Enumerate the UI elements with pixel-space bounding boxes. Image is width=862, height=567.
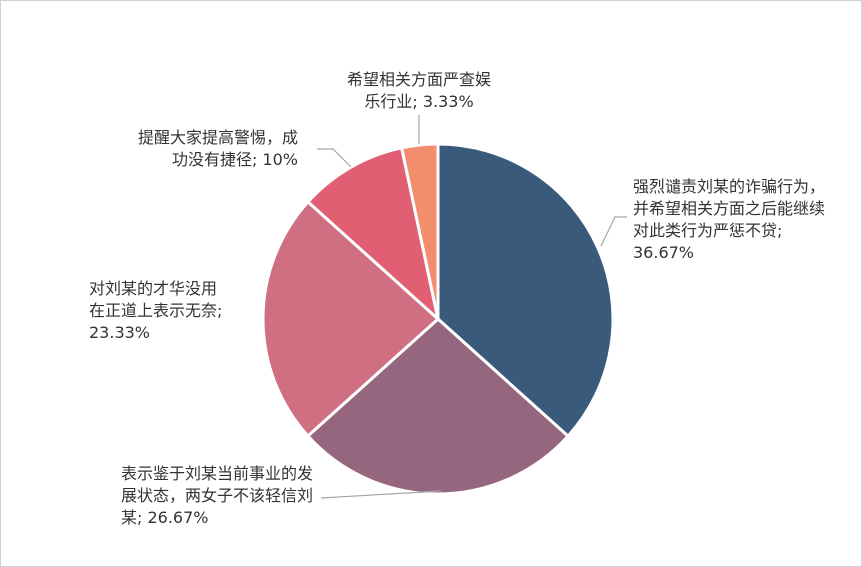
pie-slice — [436, 142, 615, 439]
pie-slice — [261, 199, 441, 439]
pie-slice — [399, 142, 440, 320]
leader-line — [600, 216, 627, 247]
leader-line — [320, 490, 442, 499]
data-label: 提醒大家提高警惕，成功没有捷径; 10% — [137, 128, 298, 169]
data-label: 表示鉴于刘某当前事业的发展状态，两女子不该轻信刘某; 26.67% — [121, 464, 314, 527]
leader-line — [317, 148, 352, 168]
data-label: 强烈谴责刘某的诈骗行为，并希望相关方面之后能继续对此类行为严惩不贷; 36.67… — [633, 177, 826, 262]
pie-slice — [305, 146, 441, 324]
pie-slice — [305, 316, 571, 496]
data-label: 希望相关方面严查娱乐行业; 3.33% — [346, 70, 491, 111]
data-label: 对刘某的才华没用在正道上表示无奈; 23.33% — [89, 279, 223, 342]
